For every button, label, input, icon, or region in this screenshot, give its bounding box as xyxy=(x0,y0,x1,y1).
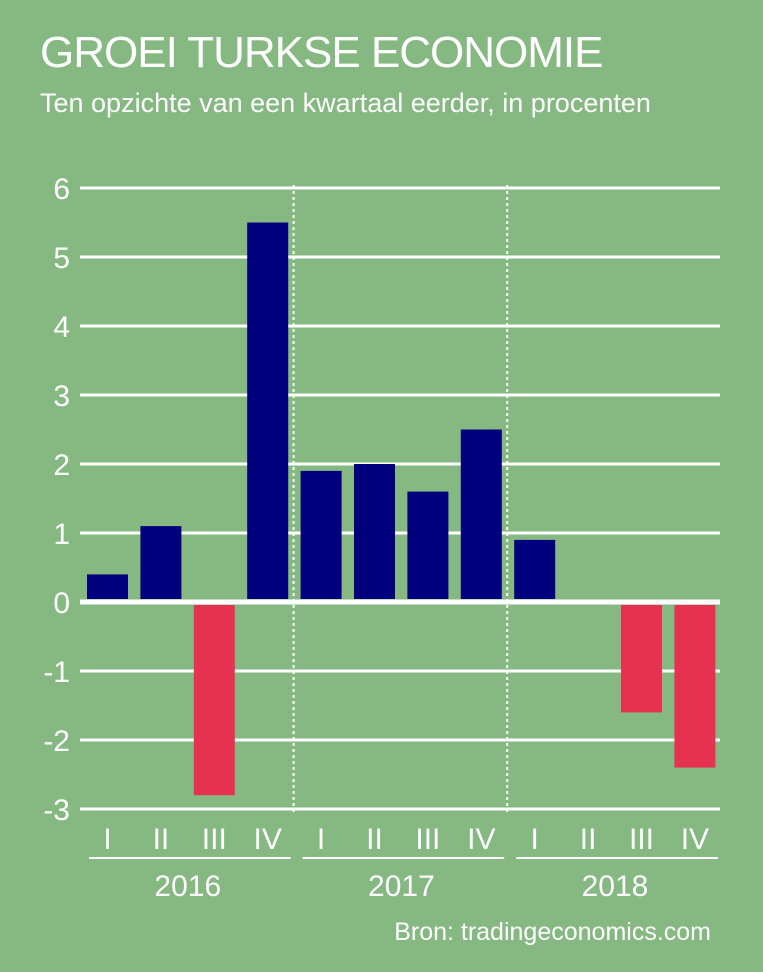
bar-2016-I xyxy=(87,574,128,599)
y-tick-label: 3 xyxy=(53,380,70,413)
y-tick-label: 5 xyxy=(53,242,70,275)
x-tick-label: II xyxy=(580,823,597,856)
source-note: Bron: tradingeconomics.com xyxy=(394,918,711,946)
y-tick-label: -2 xyxy=(43,725,70,758)
y-tick-label: 4 xyxy=(53,311,70,344)
chart-title: GROEI TURKSE ECONOMIE xyxy=(40,28,603,77)
year-label: 2017 xyxy=(368,870,435,903)
bar-2016-IV xyxy=(247,222,289,599)
x-tick-label: II xyxy=(153,823,170,856)
bar-2017-I xyxy=(300,470,342,599)
year-label: 2018 xyxy=(582,870,649,903)
x-tick-label: I xyxy=(317,823,325,856)
y-tick-label: 6 xyxy=(53,173,70,206)
y-tick-label: -3 xyxy=(43,794,70,827)
bar-2018-IV xyxy=(674,605,716,768)
y-tick-label: 1 xyxy=(53,518,70,551)
x-tick-label: I xyxy=(103,823,111,856)
bar-2016-III xyxy=(193,605,235,796)
x-tick-label: II xyxy=(366,823,383,856)
bar-2018-I xyxy=(514,539,556,599)
year-label: 2016 xyxy=(154,870,221,903)
bar-2017-III xyxy=(407,491,449,599)
bar-2017-IV xyxy=(460,429,502,599)
y-tick-label: 2 xyxy=(53,449,70,482)
chart-subtitle: Ten opzichte van een kwartaal eerder, in… xyxy=(40,88,651,118)
x-tick-label: III xyxy=(629,823,654,856)
y-tick-label: 0 xyxy=(53,587,70,620)
x-tick-label: IV xyxy=(467,823,495,856)
x-tick-label: I xyxy=(531,823,539,856)
y-tick-label: -1 xyxy=(43,656,70,689)
bar-2016-II xyxy=(140,526,182,599)
x-tick-label: IV xyxy=(254,823,282,856)
x-tick-label: III xyxy=(202,823,227,856)
x-tick-label: IV xyxy=(681,823,709,856)
x-tick-label: III xyxy=(415,823,440,856)
bar-2018-III xyxy=(621,605,662,713)
bar-2017-II xyxy=(354,464,395,599)
